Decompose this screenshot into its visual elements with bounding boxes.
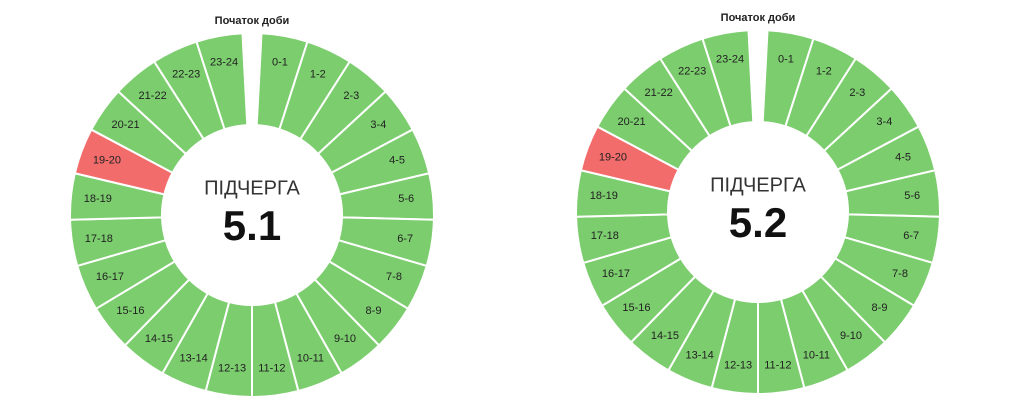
hour-label: 2-3 <box>343 90 359 102</box>
hour-label: 19-20 <box>93 154 121 166</box>
subgroup-number: 5.2 <box>729 199 787 246</box>
hour-label: 23-24 <box>210 56 238 68</box>
day-start-label: Початок доби <box>721 12 796 24</box>
hour-label: 10-11 <box>803 349 830 361</box>
hour-label: 4-5 <box>389 154 405 166</box>
hour-label: 1-2 <box>310 69 326 81</box>
hour-label: 10-11 <box>297 352 324 364</box>
hour-label: 21-22 <box>139 90 167 102</box>
outage-wheel: 0-1 1-2 2-3 3-4 4-5 5-6 6-7 7-8 8-9 9-10 10-11 11-1… <box>575 12 941 396</box>
hour-label: 19-20 <box>599 151 627 163</box>
hour-label: 15-16 <box>622 302 650 314</box>
hour-label: 20-21 <box>112 119 140 131</box>
hour-label: 3-4 <box>876 116 892 128</box>
hour-label: 22-23 <box>678 66 706 78</box>
hour-label: 20-21 <box>618 116 646 128</box>
outage-wheel: 0-1 1-2 2-3 3-4 4-5 5-6 6-7 7-8 8-9 9-10 10-11 11-1… <box>69 15 435 399</box>
hour-label: 14-15 <box>145 333 173 345</box>
hour-label: 5-6 <box>904 190 920 202</box>
hour-label: 6-7 <box>397 233 413 245</box>
subgroup-caption: ПІДЧЕРГА <box>710 174 806 196</box>
day-start-label: Початок доби <box>215 15 290 27</box>
hour-label: 7-8 <box>386 271 402 283</box>
hour-label: 16-17 <box>602 268 630 280</box>
hour-label: 15-16 <box>116 305 144 317</box>
hour-label: 0-1 <box>778 53 794 65</box>
hour-segment <box>195 32 249 131</box>
hour-label: 3-4 <box>370 119 386 131</box>
hour-label: 17-18 <box>85 233 113 245</box>
hour-label: 4-5 <box>895 151 911 163</box>
hour-label: 13-14 <box>180 352 208 364</box>
hour-label: 11-12 <box>764 360 791 372</box>
hour-label: 9-10 <box>334 333 356 345</box>
hour-label: 5-6 <box>398 193 414 205</box>
hour-label: 13-14 <box>686 349 714 361</box>
hour-label: 0-1 <box>272 56 288 68</box>
hour-label: 14-15 <box>651 330 679 342</box>
hour-label: 21-22 <box>645 87 673 99</box>
hour-label: 11-12 <box>258 363 285 375</box>
hour-label: 7-8 <box>892 268 908 280</box>
hour-label: 1-2 <box>816 66 832 78</box>
subgroup-number: 5.1 <box>223 202 281 249</box>
hour-label: 9-10 <box>840 330 862 342</box>
hour-label: 16-17 <box>96 271 124 283</box>
hour-label: 22-23 <box>172 69 200 81</box>
hour-label: 18-19 <box>590 190 618 202</box>
hour-label: 8-9 <box>366 305 382 317</box>
hour-label: 8-9 <box>872 302 888 314</box>
hour-label: 23-24 <box>716 53 744 65</box>
hour-segment <box>701 29 755 128</box>
subgroup-caption: ПІДЧЕРГА <box>204 177 300 199</box>
hour-label: 2-3 <box>849 87 865 99</box>
hour-label: 17-18 <box>591 230 619 242</box>
hour-label: 18-19 <box>84 193 112 205</box>
hour-label: 6-7 <box>903 230 919 242</box>
hour-label: 12-13 <box>218 363 246 375</box>
hour-label: 12-13 <box>724 360 752 372</box>
